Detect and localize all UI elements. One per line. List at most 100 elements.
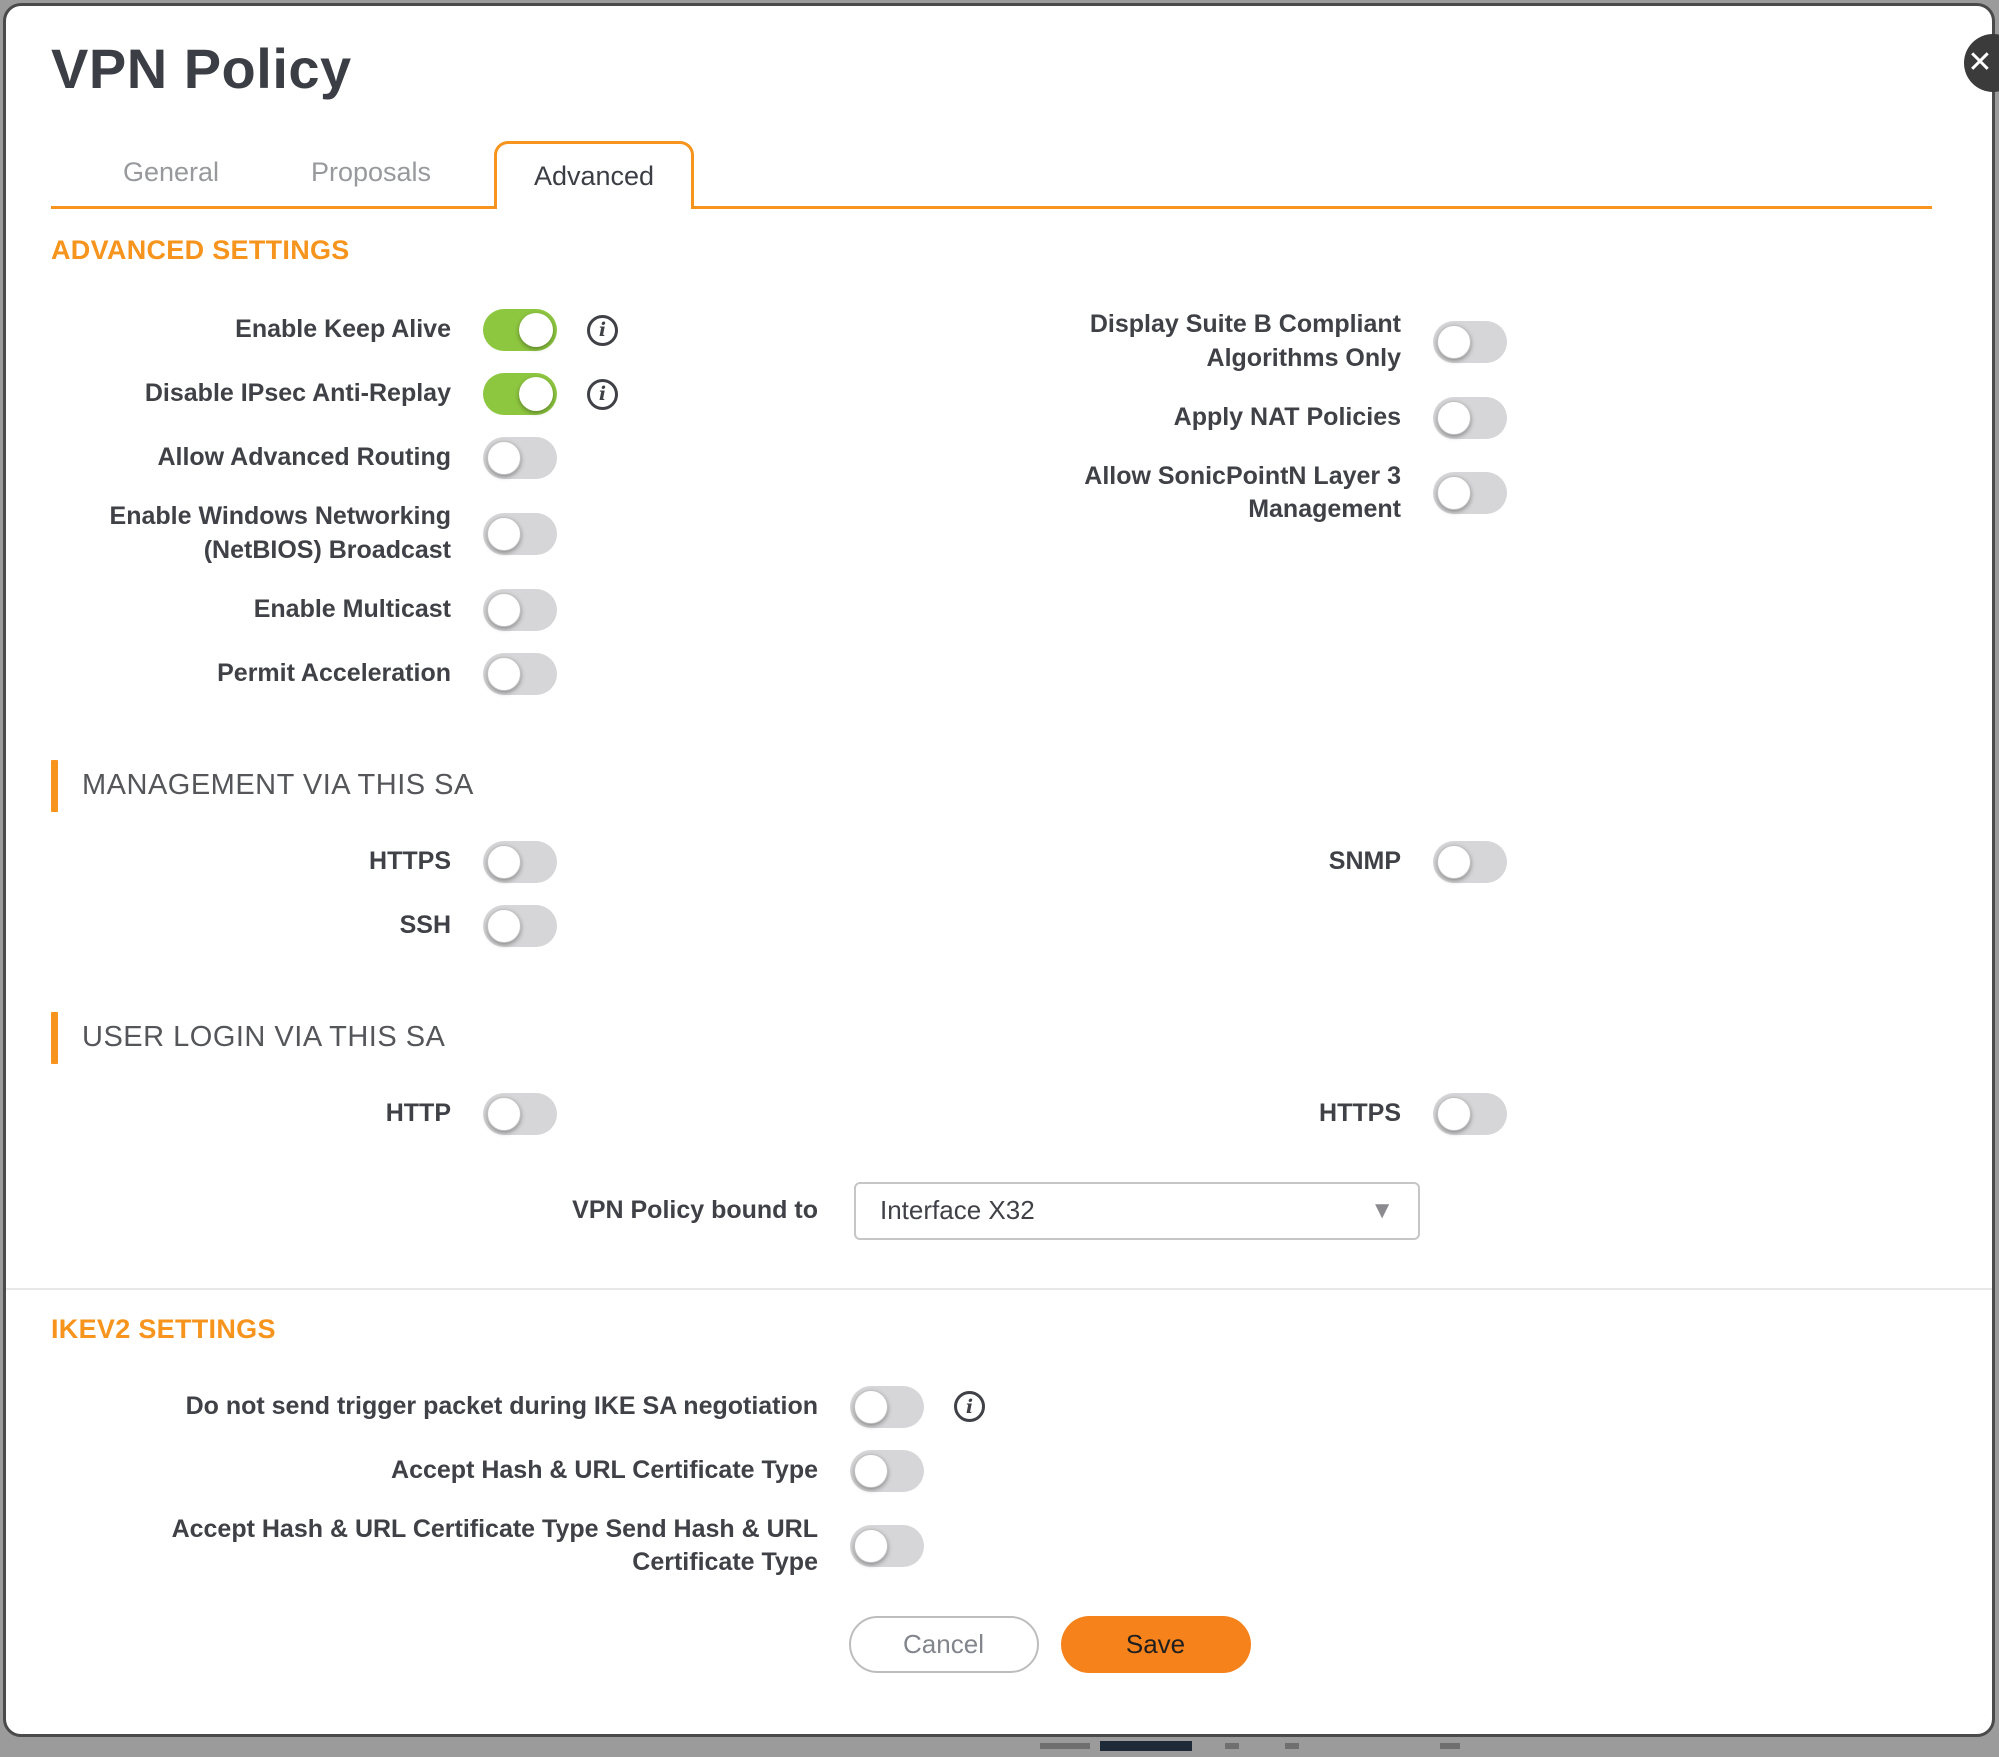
setting-label: Enable Multicast: [253, 594, 451, 623]
setting-row: HTTPS: [1001, 1092, 1932, 1136]
save-button[interactable]: Save: [1060, 1616, 1251, 1673]
toggle-enable-multicast[interactable]: [483, 588, 557, 631]
setting-label: SSH: [399, 910, 451, 939]
toggle-allow-advanced-routing[interactable]: [483, 437, 557, 479]
toggle-knob: [487, 1096, 521, 1131]
section-accent-bar: [51, 759, 58, 812]
setting-row: Disable IPsec Anti-Replay i: [51, 372, 1001, 416]
info-icon[interactable]: i: [954, 1391, 985, 1422]
advanced-settings-heading: ADVANCED SETTINGS: [51, 235, 350, 265]
section-user-login-via-sa: USER LOGIN VIA THIS SA HTTP HTTPS VPN Po…: [51, 1011, 1932, 1240]
toggle-display-suite-b-compliant-algorithms-only[interactable]: [1433, 320, 1507, 363]
info-icon[interactable]: i: [587, 378, 618, 410]
management-left-column: HTTPS SSH: [51, 840, 1001, 968]
ikev2-rows: Do not send trigger packet during IKE SA…: [51, 1385, 1932, 1581]
toggle-knob: [487, 908, 521, 943]
toggle-knob: [487, 441, 521, 475]
user-login-heading: USER LOGIN VIA THIS SA: [82, 1021, 446, 1053]
toggle-knob: [519, 377, 553, 411]
toggle-knob: [487, 592, 521, 627]
toggle-accept-hash-url-certificate-type-send-hash-url-certificate-type[interactable]: [850, 1525, 924, 1568]
setting-label: Accept Hash & URL Certificate Type: [391, 1455, 818, 1484]
toggle-https[interactable]: [1433, 1092, 1507, 1135]
vpn-policy-bound-label: VPN Policy bound to: [572, 1196, 818, 1224]
interface-dropdown-value: Interface X32: [880, 1195, 1035, 1225]
dialog-footer: Cancel Save: [109, 1616, 1990, 1673]
toggle-knob: [1437, 324, 1471, 359]
setting-label: Allow Advanced Routing: [157, 443, 451, 472]
setting-label: HTTP: [385, 1098, 451, 1127]
setting-row: Enable Multicast: [51, 588, 1001, 632]
setting-row: Do not send trigger packet during IKE SA…: [51, 1385, 1932, 1429]
tab-bar: General Proposals Advanced: [51, 141, 1932, 209]
chevron-down-icon: ▼: [1370, 1196, 1394, 1224]
toggle-knob: [1437, 1096, 1471, 1131]
toggle-permit-acceleration[interactable]: [483, 652, 557, 695]
setting-label: HTTPS: [369, 846, 451, 875]
setting-label: Allow SonicPointN Layer 3 Management: [1084, 461, 1401, 524]
toggle-knob: [519, 313, 553, 347]
setting-row: Allow Advanced Routing: [51, 436, 1001, 480]
toggle-snmp[interactable]: [1433, 840, 1507, 883]
toggle-enable-windows-networking-netbios-broadcast[interactable]: [483, 512, 557, 555]
toggle-knob: [854, 1389, 888, 1424]
section-divider: [6, 1287, 1992, 1290]
setting-label: Apply NAT Policies: [1173, 402, 1401, 431]
toggle-knob: [1437, 844, 1471, 879]
advanced-left-column: Enable Keep Alive i Disable IPsec Anti-Rep…: [51, 308, 1001, 716]
setting-label: Disable IPsec Anti-Replay: [144, 379, 451, 408]
vpn-policy-dialog: VPN Policy General Proposals Advanced AD…: [3, 3, 1995, 1737]
management-heading: MANAGEMENT VIA THIS SA: [82, 769, 474, 801]
management-right-column: SNMP: [1001, 840, 1932, 904]
setting-label: HTTPS: [1319, 1098, 1401, 1127]
toggle-knob: [1437, 400, 1471, 435]
section-advanced-settings: ADVANCED SETTINGS Enable Keep Alive i Disa…: [51, 235, 1932, 716]
toggle-allow-sonicpointn-layer-3-management[interactable]: [1433, 472, 1507, 515]
setting-label: SNMP: [1328, 846, 1401, 875]
toggle-apply-nat-policies[interactable]: [1433, 396, 1507, 439]
interface-dropdown[interactable]: Interface X32 ▼: [854, 1181, 1420, 1240]
toggle-do-not-send-trigger-packet-during-ike-sa-negotiation[interactable]: [850, 1385, 924, 1428]
section-accent-bar: [51, 1011, 58, 1064]
toggle-enable-keep-alive[interactable]: [483, 309, 557, 351]
section-management-via-sa: MANAGEMENT VIA THIS SA HTTPS SSH SNMP: [51, 759, 1932, 968]
toggle-http[interactable]: [483, 1092, 557, 1135]
setting-row: HTTP: [51, 1092, 1001, 1136]
vpn-policy-bound-row: VPN Policy bound to Interface X32 ▼: [51, 1181, 1932, 1240]
setting-row: Permit Acceleration: [51, 652, 1001, 696]
background-navy-bar: [1100, 1741, 1192, 1751]
advanced-right-column: Display Suite B Compliant Algorithms Onl…: [1001, 308, 1932, 547]
section-ikev2-settings: IKEV2 SETTINGS Do not send trigger packe…: [51, 1314, 1932, 1581]
toggle-knob: [1437, 476, 1471, 511]
toggle-https[interactable]: [483, 840, 557, 883]
cancel-button[interactable]: Cancel: [848, 1616, 1039, 1673]
tab-advanced[interactable]: Advanced: [494, 141, 694, 209]
setting-row: Enable Keep Alive i: [51, 308, 1001, 352]
toggle-knob: [487, 656, 521, 691]
tab-proposals[interactable]: Proposals: [310, 156, 432, 187]
toggle-knob: [854, 1529, 888, 1564]
background-tick: [1440, 1743, 1460, 1749]
toggle-accept-hash-url-certificate-type[interactable]: [850, 1449, 924, 1492]
background-tick: [1040, 1743, 1090, 1749]
info-icon[interactable]: i: [587, 314, 618, 346]
tab-general[interactable]: General: [122, 156, 220, 187]
setting-row: SNMP: [1001, 840, 1932, 884]
toggle-disable-ipsec-anti-replay[interactable]: [483, 373, 557, 415]
background-tick: [1285, 1743, 1299, 1749]
toggle-knob: [487, 516, 521, 551]
setting-row: Accept Hash & URL Certificate Type Send …: [51, 1513, 1932, 1581]
setting-label: Permit Acceleration: [217, 658, 451, 687]
setting-row: SSH: [51, 904, 1001, 948]
setting-row: Display Suite B Compliant Algorithms Onl…: [1001, 308, 1932, 376]
background-tick: [1225, 1743, 1239, 1749]
toggle-knob: [854, 1453, 888, 1488]
setting-label: Display Suite B Compliant Algorithms Onl…: [1089, 310, 1401, 372]
toggle-knob: [487, 844, 521, 879]
setting-row: Accept Hash & URL Certificate Type: [51, 1449, 1932, 1493]
setting-label: Accept Hash & URL Certificate Type Send …: [171, 1514, 818, 1577]
setting-label: Enable Windows Networking (NetBIOS) Broa…: [109, 502, 451, 564]
setting-label: Do not send trigger packet during IKE SA…: [185, 1391, 818, 1420]
toggle-ssh[interactable]: [483, 904, 557, 947]
page-title: VPN Policy: [51, 37, 352, 100]
